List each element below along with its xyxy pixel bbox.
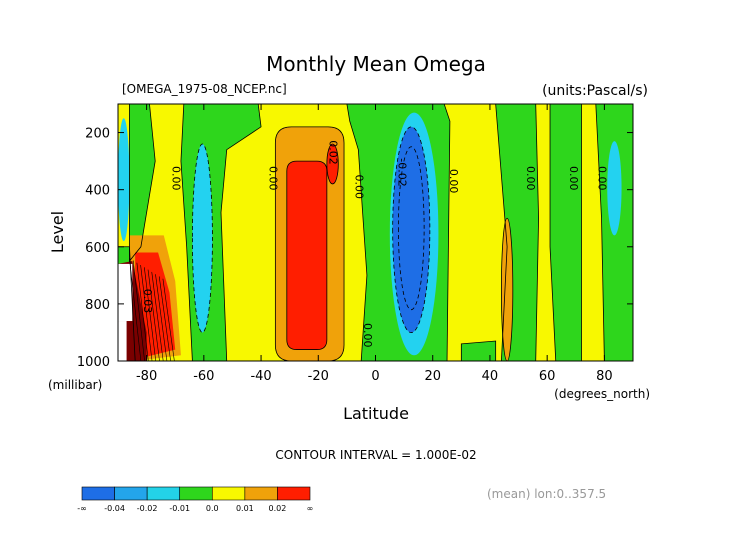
x-tick-label-7: 60 — [539, 369, 556, 384]
x-axis-label: Latitude — [343, 404, 409, 423]
contour-label-7: 0.00 — [567, 166, 580, 191]
legend-label-0: -∞ — [77, 504, 87, 513]
x-tick-label-2: -40 — [250, 369, 271, 384]
contour-label-1: 0.00 — [267, 166, 280, 191]
contour-zero-0 — [129, 104, 156, 263]
legend-label-7: ∞ — [307, 504, 314, 513]
footnote: (mean) lon:0..357.5 — [487, 487, 606, 501]
field-orange-nh — [501, 218, 513, 361]
contour-line-2 — [191, 143, 213, 333]
contour-label-layer: 0.00 0.00 0.02 0.00 -0.02 0.00 0.00 0.00 0.00 0.0… — [141, 140, 609, 347]
contour-line-5 — [500, 217, 514, 361]
y-tick-label-3: 800 — [85, 298, 110, 313]
y-tick-label-1: 400 — [85, 184, 110, 199]
contour-zero-4 — [549, 104, 582, 361]
contour-dense-0 — [129, 258, 142, 361]
units-label: (units:Pascal/s) — [542, 83, 648, 99]
contour-zero-6 — [118, 246, 136, 361]
y-tick-label-0: 200 — [85, 127, 110, 142]
color-legend: -∞ -0.04 -0.02 -0.01 0.0 0.01 0.02 ∞ — [77, 486, 314, 513]
contour-fill-layer — [118, 104, 633, 361]
x-tick-label-0: -80 — [136, 369, 157, 384]
contour-dense-7 — [155, 274, 168, 361]
contour-line-layer — [118, 104, 633, 361]
legend-swatch-0 — [81, 486, 115, 501]
contour-label-9: 0.00 — [361, 323, 374, 348]
contour-dense-6 — [151, 271, 164, 361]
contour-label-8: 0.00 — [596, 166, 609, 191]
x-tick-label-1: -60 — [193, 369, 214, 384]
legend-swatch-2 — [146, 486, 181, 501]
contour-dense-3 — [140, 265, 153, 361]
legend-swatch-1 — [114, 486, 148, 501]
field-green-4 — [550, 104, 582, 361]
field-red-sh-top — [326, 143, 339, 184]
contour-zero-2 — [346, 104, 451, 361]
x-tick-label-5: 20 — [424, 369, 441, 384]
field-red-sh — [286, 161, 327, 350]
legend-swatch-3 — [179, 486, 213, 501]
axis-tick-layer: -80 -60 -40 -20 0 20 40 60 80 200 400 600 800 1000 — [77, 104, 633, 384]
chart-title: Monthly Mean Omega — [266, 52, 486, 76]
x-tick-label-3: -20 — [308, 369, 329, 384]
contour-label-2: 0.02 — [327, 140, 340, 165]
contour-zero-3 — [495, 104, 539, 361]
field-cyan-np — [607, 141, 622, 236]
legend-label-1: -0.04 — [104, 504, 125, 513]
contour-dense-9 — [162, 278, 175, 361]
field-green-7 — [461, 341, 496, 361]
legend-label-4: 0.0 — [206, 504, 219, 513]
contour-dense-5 — [147, 269, 160, 361]
contour-dense-1 — [132, 260, 145, 361]
x-tick-label-4: 0 — [371, 369, 379, 384]
contour-label-6: 0.00 — [524, 166, 537, 191]
contour-zero-5 — [595, 104, 633, 361]
field-missing-b — [118, 321, 127, 361]
legend-label-2: -0.02 — [137, 504, 158, 513]
contour-line-4 — [286, 160, 328, 350]
y-tick-label-2: 600 — [85, 241, 110, 256]
legend-swatch-6 — [277, 486, 311, 501]
y-axis-unit: (millibar) — [48, 378, 102, 392]
contour-dense-2 — [136, 262, 149, 361]
contour-zero-7 — [460, 340, 497, 361]
field-missing-a — [118, 263, 133, 322]
contour-zero-1 — [180, 104, 262, 361]
x-axis-unit: (degrees_north) — [554, 387, 650, 401]
x-tick-label-8: 80 — [596, 369, 613, 384]
legend-swatch-5 — [244, 486, 278, 501]
contour-label-10: 0.03 — [141, 289, 154, 314]
field-green-0 — [129, 104, 156, 262]
field-blue-eq — [392, 126, 430, 333]
y-tick-label-4: 1000 — [77, 355, 110, 370]
contour-label-5: 0.00 — [447, 169, 460, 194]
field-cyan-sp — [118, 117, 130, 242]
contour-dense-4 — [144, 267, 157, 361]
contour-label-3: 0.00 — [352, 175, 365, 200]
legend-label-6: 0.02 — [269, 504, 287, 513]
contour-label-0: 0.00 — [169, 166, 182, 191]
contour-label-4: -0.02 — [395, 158, 408, 186]
contour-dense-8 — [158, 276, 171, 361]
legend-label-5: 0.01 — [236, 504, 254, 513]
contour-line-1 — [397, 146, 425, 310]
field-cyan-sh — [192, 143, 213, 333]
legend-label-3: -0.01 — [169, 504, 190, 513]
x-tick-label-6: 40 — [482, 369, 499, 384]
contour-line-3 — [274, 126, 345, 361]
file-label: [OMEGA_1975-08_NCEP.nc] — [122, 82, 287, 96]
contour-line-6 — [326, 143, 339, 185]
y-axis-label: Level — [48, 211, 67, 253]
legend-swatch-4 — [211, 486, 246, 501]
contour-interval: CONTOUR INTERVAL = 1.000E-02 — [275, 448, 476, 462]
